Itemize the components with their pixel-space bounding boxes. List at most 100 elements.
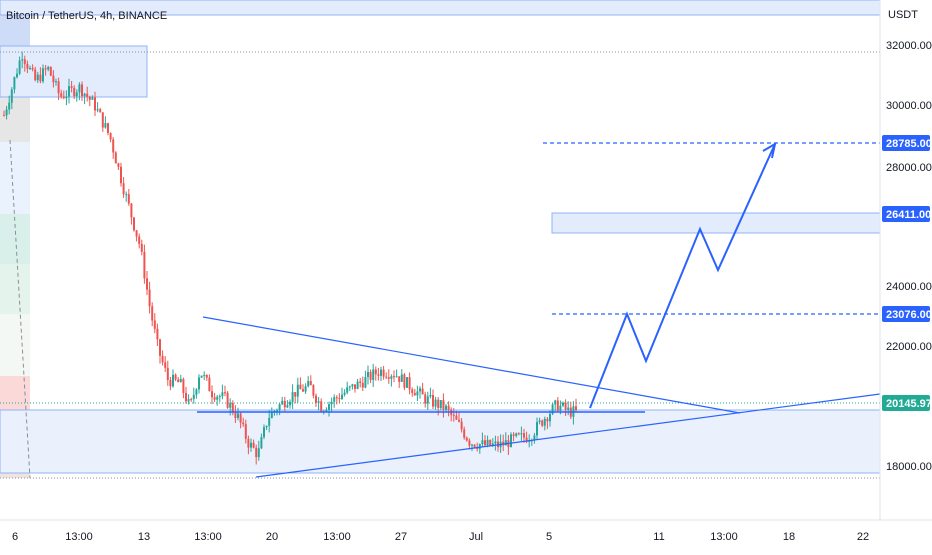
candle-body — [18, 60, 21, 74]
candle-body — [270, 411, 273, 419]
candle-body — [122, 183, 125, 195]
candle-body — [374, 369, 377, 375]
candle-body — [445, 405, 447, 410]
triangle-upper-trendline[interactable] — [202, 316, 741, 414]
candle-body — [390, 376, 393, 379]
target-zone[interactable] — [551, 212, 881, 234]
candle-body — [351, 384, 354, 387]
candle-body — [393, 376, 395, 378]
candles-group — [3, 51, 577, 465]
projected-path[interactable] — [589, 143, 776, 409]
candle-body — [208, 377, 211, 392]
price-badge-label: 23076.00 — [886, 309, 932, 321]
triangle-lower-trendline[interactable] — [255, 393, 881, 478]
candle-body — [380, 369, 382, 376]
candle-body — [211, 391, 213, 398]
candle-body — [317, 401, 320, 403]
candle-body — [252, 442, 255, 448]
candle-body — [75, 92, 78, 97]
candle-body — [281, 400, 284, 405]
candle-body — [533, 435, 536, 441]
session-strip-teal — [0, 214, 30, 264]
candle-body — [546, 418, 549, 422]
candle-body — [130, 203, 133, 218]
candle-body — [512, 434, 515, 436]
candle-body — [523, 433, 525, 438]
candle-body — [395, 376, 398, 378]
candle-body — [268, 418, 271, 426]
candle-body — [364, 377, 367, 388]
candle-body — [421, 388, 424, 395]
candle-body — [143, 251, 146, 279]
candle-body — [424, 394, 427, 404]
candle-body — [291, 392, 294, 402]
y-tick-label: 18000.00 — [886, 461, 932, 473]
candle-body — [107, 123, 109, 133]
y-tick-label: 24000.00 — [886, 281, 932, 293]
candle-body — [221, 392, 224, 397]
candle-body — [190, 399, 193, 401]
candle-body — [187, 399, 190, 402]
candle-body — [62, 96, 65, 99]
candle-body — [52, 75, 55, 83]
x-tick-label: 13:00 — [194, 531, 222, 543]
candle-body — [247, 438, 250, 448]
candle-body — [517, 433, 520, 435]
candle-body — [463, 429, 466, 438]
candle-body — [372, 369, 375, 380]
candle-body — [68, 86, 70, 97]
drawings-group — [197, 141, 881, 478]
candle-body — [465, 437, 468, 441]
candle-body — [169, 379, 172, 387]
candle-body — [29, 67, 31, 69]
candle-body — [348, 386, 351, 388]
candle-body — [140, 243, 143, 252]
candle-body — [335, 397, 338, 399]
candle-body — [413, 392, 416, 396]
candle-body — [239, 413, 242, 423]
candle-body — [13, 77, 16, 90]
candle-body — [255, 447, 258, 458]
candle-body — [151, 306, 154, 321]
candle-body — [153, 320, 156, 329]
candle-body — [146, 278, 148, 290]
candle-body — [250, 442, 252, 448]
candle-body — [559, 405, 562, 411]
candle-body — [419, 388, 421, 392]
candle-body — [172, 374, 174, 387]
candle-body — [320, 401, 323, 412]
price-axis[interactable] — [880, 0, 932, 520]
candle-body — [341, 394, 343, 400]
candle-body — [434, 399, 437, 407]
candle-body — [575, 406, 577, 411]
candle-body — [231, 403, 234, 413]
candle-body — [70, 86, 73, 88]
candle-body — [286, 405, 289, 408]
candle-body — [49, 66, 52, 76]
candle-body — [406, 377, 408, 388]
x-tick-label: 20 — [266, 531, 278, 543]
candle-body — [442, 400, 445, 410]
candle-body — [283, 400, 286, 408]
candle-body — [536, 421, 538, 436]
candle-body — [234, 412, 237, 418]
support-zone[interactable] — [0, 409, 881, 474]
candle-body — [400, 374, 403, 382]
candle-body — [325, 409, 328, 412]
candle-body — [416, 391, 419, 396]
candle-body — [195, 389, 198, 395]
candle-body — [356, 381, 359, 389]
candle-body — [242, 422, 245, 425]
candle-body — [489, 439, 492, 446]
price-badge-bg — [882, 135, 930, 151]
y-tick-label: 30000.00 — [886, 100, 932, 112]
candle-body — [473, 444, 476, 448]
candle-body — [125, 194, 128, 196]
candle-body — [343, 392, 346, 395]
x-tick-label: 13:00 — [323, 531, 351, 543]
candle-body — [133, 217, 135, 231]
x-tick-label: 6 — [12, 531, 18, 543]
time-axis[interactable] — [0, 520, 932, 550]
